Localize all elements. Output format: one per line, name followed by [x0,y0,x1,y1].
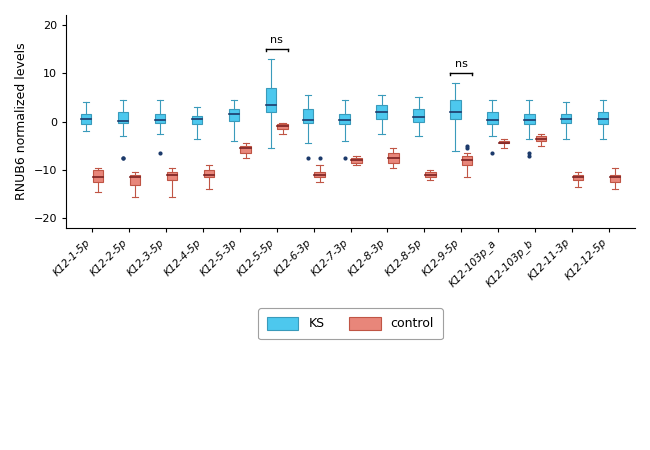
Bar [129,175,140,184]
Bar [266,88,276,112]
Bar [166,172,177,180]
Bar [388,153,398,163]
Bar [315,172,325,177]
Bar [155,114,165,122]
Bar [598,112,608,124]
Bar [351,158,361,163]
Bar [302,109,313,123]
Bar [524,114,534,124]
Bar [93,170,103,182]
Bar [413,109,424,122]
Text: ns: ns [270,35,283,45]
Bar [339,114,350,124]
Bar [278,124,288,129]
Bar [425,172,436,177]
Bar [573,175,583,180]
Bar [450,100,461,119]
Bar [81,114,91,124]
Bar [240,146,251,153]
Bar [192,116,202,124]
Bar [610,175,620,182]
Text: ns: ns [455,59,468,69]
Bar [229,109,239,121]
Bar [203,170,214,177]
Bar [536,136,547,141]
Bar [488,112,497,124]
Y-axis label: RNUB6 normalized levels: RNUB6 normalized levels [15,43,28,200]
Bar [118,112,128,123]
Bar [561,114,571,123]
Bar [462,156,473,165]
Bar [376,105,387,119]
Legend: KS, control: KS, control [258,308,443,339]
Bar [499,141,510,144]
